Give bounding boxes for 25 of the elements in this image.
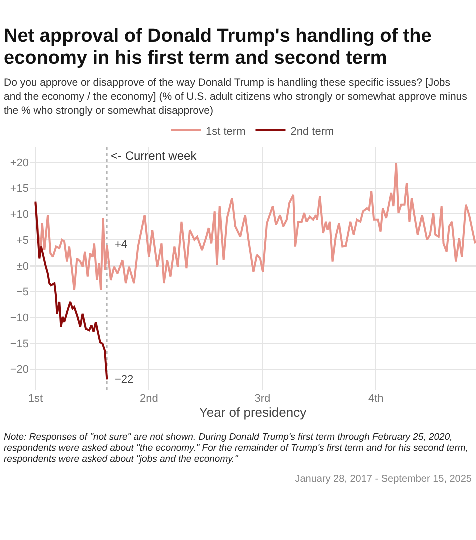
chart-title: Net approval of Donald Trump's handling of the economy in his first term and second term: [4, 26, 433, 70]
y-tick-label: +15: [10, 183, 29, 196]
legend-label: 1st term: [206, 126, 246, 138]
y-tick-label: −15: [10, 338, 29, 350]
x-axis-title: Year of presidency: [199, 405, 308, 420]
y-tick-label: −20: [10, 364, 29, 376]
annotation: +4: [115, 239, 128, 251]
text: Note: Responses of "not sure" are not shown. During Donald Trump's first term through February 25, 2020, respondents were asked about "the economy." For the remainder of Trump's first term and for his second term, respondents were asked about "jobs and the economy.": [4, 432, 470, 465]
y-tick-label: ±0: [16, 260, 29, 273]
x-tick-label: 4th: [368, 393, 384, 405]
x-tick-label: 3rd: [254, 393, 271, 405]
y-tick-label: +20: [10, 157, 29, 170]
x-tick-label: 1st: [28, 393, 44, 405]
ref-line-label: <- Current week: [111, 149, 198, 163]
annotation: −22: [115, 374, 134, 386]
text: January 28, 2017 - September 15, 2025: [295, 474, 472, 485]
chart-subtitle: Do you approve or disapprove of the way Donald Trump is handling these specific issues? [Jobs and the economy / the economy] (% of U.S. adult citizens who strongly or somewhat approve minus the % who strongly or somewhat disapprove): [4, 76, 468, 118]
y-tick-label: −5: [16, 286, 29, 299]
line-series: [34, 162, 476, 292]
x-tick-label: 2nd: [140, 393, 158, 405]
line-series: [34, 200, 108, 381]
legend-label: 2nd term: [290, 126, 334, 138]
y-tick-label: −10: [10, 312, 29, 324]
y-tick-label: +10: [10, 209, 29, 222]
y-tick-label: +5: [16, 234, 29, 247]
